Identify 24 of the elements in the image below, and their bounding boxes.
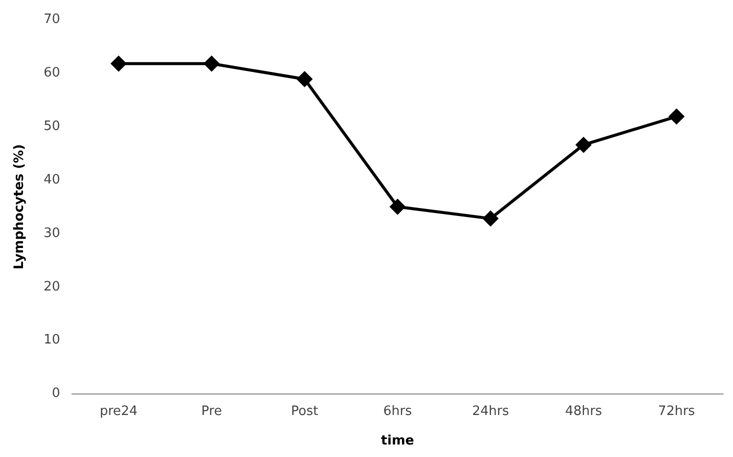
point bbox=[204, 56, 220, 72]
y-tick-label: 10 bbox=[44, 332, 60, 348]
x-axis-title: time bbox=[381, 434, 414, 449]
y-tick-label: 0 bbox=[52, 386, 60, 402]
point bbox=[669, 109, 684, 124]
x-tick-label: pre24 bbox=[100, 404, 138, 419]
y-tick-label: 20 bbox=[44, 279, 60, 294]
point bbox=[390, 199, 406, 214]
x-tick-label: Pre bbox=[201, 404, 222, 419]
y-tick-label: 60 bbox=[44, 66, 60, 81]
x-tick-label: Post bbox=[290, 404, 318, 419]
x-tick-label: 24hrs bbox=[472, 404, 510, 419]
y-tick-label: 70 bbox=[44, 12, 60, 28]
x-tick-label: 72hrs bbox=[658, 404, 696, 419]
y-tick-label: 50 bbox=[44, 119, 60, 134]
y-tick-label: 40 bbox=[44, 172, 60, 188]
y-tick-label: 30 bbox=[44, 226, 60, 241]
point bbox=[576, 137, 592, 152]
point bbox=[297, 72, 312, 87]
point bbox=[483, 211, 498, 226]
x-tick-label: 48hrs bbox=[565, 404, 602, 419]
y-axis-title: Lymphocytes (%) bbox=[12, 144, 28, 270]
x-tick-label: 6hrs bbox=[383, 404, 412, 419]
point bbox=[111, 56, 126, 72]
